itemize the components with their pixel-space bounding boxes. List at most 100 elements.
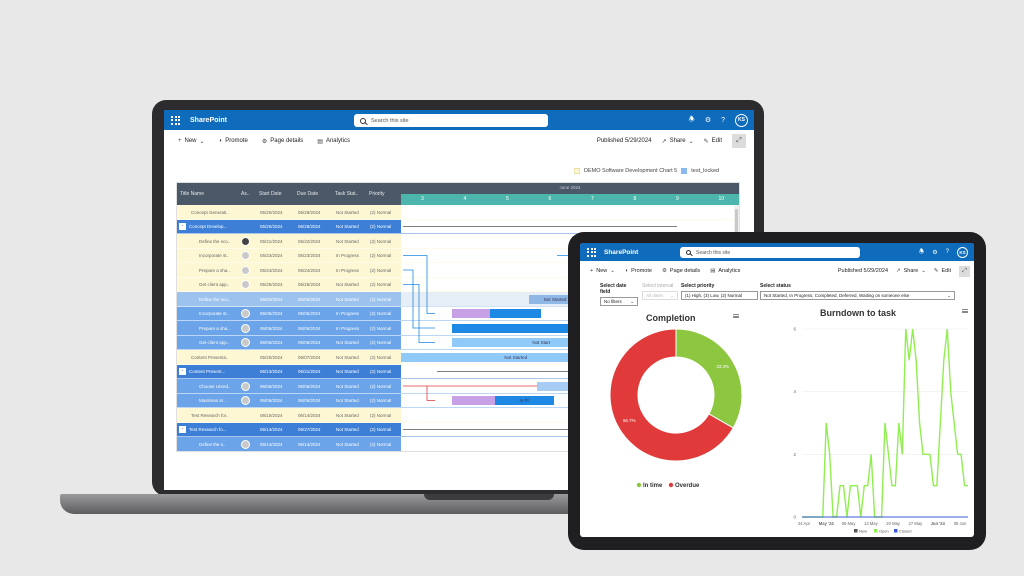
app-launcher-icon[interactable] (587, 247, 596, 257)
edit-button[interactable]: ✎ Edit (703, 138, 722, 145)
pie-slice[interactable] (609, 328, 734, 462)
timeline-day: 3 (421, 196, 424, 202)
assignee-avatar[interactable] (241, 381, 250, 391)
legend-marker (874, 529, 878, 533)
task-bar[interactable]: Not Started (401, 352, 631, 362)
assignee-avatar[interactable] (241, 338, 250, 347)
assignee-avatar[interactable] (241, 236, 250, 246)
app-launcher-icon[interactable] (171, 115, 180, 125)
timeline-cell (401, 205, 739, 219)
assignee-avatar[interactable] (241, 396, 250, 405)
legend-item[interactable]: Overdue (675, 483, 700, 489)
laptop-notch (424, 494, 554, 500)
expand-icon[interactable]: ⤢ (732, 134, 746, 148)
column-header-due[interactable]: Due Date (297, 191, 319, 197)
assignee-avatar[interactable] (241, 323, 250, 333)
dependency-line (403, 255, 435, 314)
collapse-toggle-icon[interactable]: - (179, 426, 186, 433)
assignee-avatar[interactable] (241, 439, 250, 449)
assignee-avatar[interactable] (241, 309, 250, 318)
legend-item[interactable]: In time (643, 483, 663, 489)
gantt-legend: DEMO Software Development Chart 5 test_l… (574, 168, 719, 174)
cell-status: Not Started (336, 238, 359, 244)
chart-menu-icon[interactable] (733, 314, 739, 318)
search-icon (360, 117, 366, 124)
legend-item[interactable]: Closed (899, 528, 911, 533)
cell-start-date: 06/14/2024 (260, 441, 283, 447)
timeline-header: June 2024 3 4 5 6 7 8 9 10 (401, 183, 739, 205)
avatar[interactable]: KS (957, 246, 968, 258)
cell-start-date: 05/20/2024 (260, 224, 283, 229)
promote-button[interactable]: ◖ Promote (624, 268, 652, 274)
edit-button[interactable]: ✎ Edit (933, 268, 951, 274)
task-bar[interactable] (452, 309, 491, 318)
priority-filter: Select priority (1) High, (3) Low, (2) N… (681, 283, 758, 300)
avatar[interactable]: KS (735, 113, 748, 127)
gear-icon[interactable]: ⚙ (704, 117, 712, 124)
expand-icon[interactable]: ⤢ (959, 265, 970, 277)
assignee-avatar[interactable] (241, 265, 250, 275)
column-header-assigned[interactable]: As.. (241, 191, 250, 197)
page-details-button[interactable]: ⚙ Page details (661, 268, 701, 274)
cell-start-date: 05/24/2024 (260, 267, 283, 273)
timeline-days: 3 4 5 6 7 8 9 10 (401, 194, 739, 205)
collapse-toggle-icon[interactable]: - (179, 223, 186, 230)
assignee-avatar[interactable] (241, 251, 250, 260)
page-details-button[interactable]: ⚙ Page details (261, 138, 304, 145)
legend-item[interactable]: New (859, 528, 867, 533)
task-bar[interactable]: Not Start (452, 338, 631, 347)
column-header-status[interactable]: Task Stat.. (335, 191, 359, 197)
priority-select[interactable]: (1) High, (3) Low, (2) Normal (681, 291, 758, 300)
share-button[interactable]: ↗ Share ⌄ (661, 138, 694, 145)
new-button[interactable]: + New ⌄ (590, 268, 615, 274)
megaphone-icon[interactable]: 🕭 (688, 115, 695, 123)
cell-due-date: 06/28/2024 (298, 224, 321, 229)
share-button[interactable]: ↗ Share ⌄ (896, 268, 926, 274)
chevron-down-icon: ⌄ (921, 268, 926, 274)
megaphone-icon[interactable]: 🕭 (918, 249, 925, 255)
status-select[interactable]: Not Started, In Progress, Completed, Def… (760, 291, 955, 300)
cell-start-date: 06/06/2024 (260, 398, 283, 403)
column-header-start[interactable]: Start Date (259, 191, 282, 197)
cell-due-date: 05/22/2024 (298, 238, 321, 244)
series-line[interactable] (802, 328, 968, 518)
cell-title: Define the s.. (199, 441, 226, 447)
column-header-title[interactable]: Title Name (180, 191, 204, 197)
cell-priority: (2) Normal (370, 209, 392, 215)
analytics-button[interactable]: ▤ Analytics (710, 268, 741, 274)
task-bar[interactable] (490, 309, 542, 318)
cell-status: Not Started (336, 209, 359, 215)
collapse-toggle-icon[interactable]: - (179, 368, 186, 375)
date-field-select[interactable]: No filters ⌄ (600, 297, 638, 306)
cell-status: In Progress (336, 311, 360, 316)
promote-button[interactable]: ◖ Promote (218, 138, 248, 144)
search-box[interactable]: Search this site (680, 247, 860, 258)
task-bar[interactable]: Not Started (528, 294, 582, 304)
cell-title: Content Presenta.. (191, 354, 229, 360)
assignee-avatar[interactable] (241, 280, 250, 289)
pie-slice[interactable] (675, 328, 743, 429)
cell-due-date: 06/14/2024 (298, 412, 321, 418)
sharepoint-brand[interactable]: SharePoint (190, 116, 227, 124)
chevron-down-icon: ⌄ (947, 292, 951, 298)
chevron-down-icon: ⌄ (610, 268, 615, 274)
help-icon[interactable]: ? (945, 249, 949, 255)
chart-menu-icon[interactable] (962, 309, 968, 313)
cell-status: Not Started (336, 354, 359, 360)
task-bar[interactable] (452, 323, 631, 333)
new-button[interactable]: + New ⌄ (178, 138, 205, 145)
legend-item[interactable]: Open (879, 528, 889, 533)
analytics-button[interactable]: ▤ Analytics (317, 138, 350, 145)
column-header-priority[interactable]: Priority (369, 191, 385, 197)
table-row[interactable]: Concept Generati.. 05/20/2024 05/28/2024 No… (177, 205, 739, 220)
task-bar[interactable] (452, 396, 495, 405)
task-bar[interactable]: In Pr (494, 396, 554, 405)
cell-title: Define the sco.. (199, 296, 231, 302)
search-placeholder: Search this site (371, 117, 409, 124)
help-icon[interactable]: ? (721, 116, 725, 124)
timeline-month: June 2024 (559, 185, 581, 190)
gear-icon: ⚙ (261, 138, 268, 145)
gear-icon[interactable]: ⚙ (932, 249, 938, 256)
search-box[interactable]: Search this site (354, 114, 548, 127)
sharepoint-brand[interactable]: SharePoint (604, 248, 639, 256)
